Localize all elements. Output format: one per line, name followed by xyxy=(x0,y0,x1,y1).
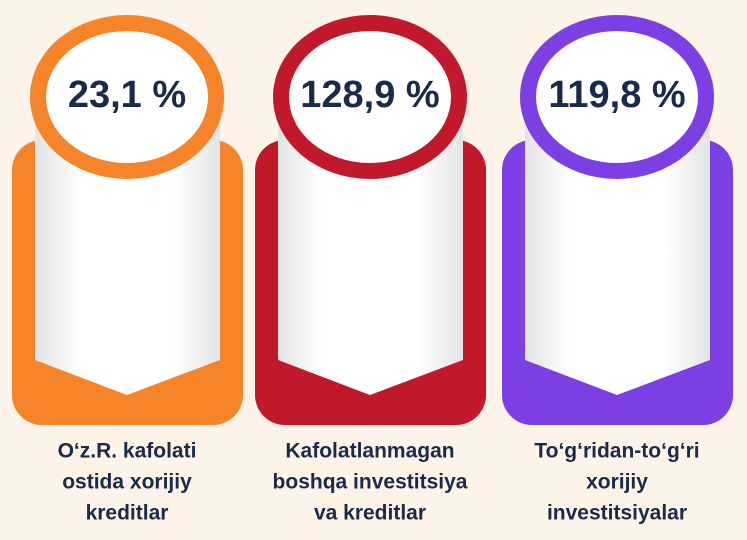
card-caption: To‘g‘ridan-to‘g‘ri xyxy=(534,440,699,463)
card-caption: kreditlar xyxy=(86,502,169,525)
card-value: 119,8 % xyxy=(548,74,685,116)
card-caption: ostida xorijiy xyxy=(62,471,192,494)
card-caption: xorijiy xyxy=(586,471,648,494)
card-caption: Kafolatlanmagan xyxy=(285,440,454,463)
card-caption: boshqa investitsiya xyxy=(273,471,468,494)
card-caption: O‘z.R. kafolati xyxy=(58,440,197,463)
infographic: 23,1 % O‘z.R. kafolati ostida xorijiy kredi… xyxy=(0,0,747,540)
card-value: 128,9 % xyxy=(300,74,439,116)
card-caption: investitsiyalar xyxy=(547,502,687,525)
card-caption: va kreditlar xyxy=(314,502,426,525)
card-value: 23,1 % xyxy=(68,74,186,116)
